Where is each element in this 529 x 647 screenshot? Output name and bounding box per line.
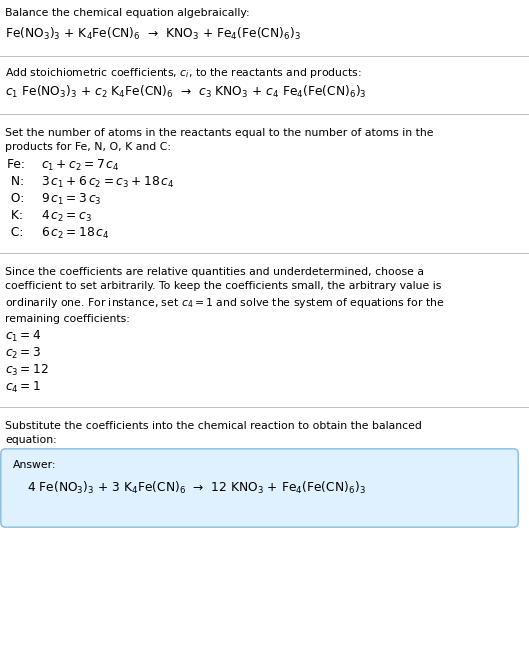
Text: Substitute the coefficients into the chemical reaction to obtain the balanced
eq: Substitute the coefficients into the che… (5, 421, 422, 445)
Text: $4\,c_2 = c_3$: $4\,c_2 = c_3$ (41, 209, 92, 224)
Text: Set the number of atoms in the reactants equal to the number of atoms in the
pro: Set the number of atoms in the reactants… (5, 128, 433, 152)
Text: $9\,c_1 = 3\,c_3$: $9\,c_1 = 3\,c_3$ (41, 192, 102, 207)
Text: $c_4 = 1$: $c_4 = 1$ (5, 380, 41, 395)
Text: Since the coefficients are relative quantities and underdetermined, choose a
coe: Since the coefficients are relative quan… (5, 267, 444, 324)
Text: K:: K: (7, 209, 31, 222)
Text: $c_1 + c_2 = 7\,c_4$: $c_1 + c_2 = 7\,c_4$ (41, 158, 120, 173)
Text: Fe:: Fe: (7, 158, 29, 171)
FancyBboxPatch shape (1, 449, 518, 527)
Text: O:: O: (7, 192, 32, 205)
Text: Answer:: Answer: (13, 460, 57, 470)
Text: Add stoichiometric coefficients, $c_i$, to the reactants and products:: Add stoichiometric coefficients, $c_i$, … (5, 66, 362, 80)
Text: Fe(NO$_3$)$_3$ + K$_4$Fe(CN)$_6$  →  KNO$_3$ + Fe$_4$(Fe(CN)$_6$)$_3$: Fe(NO$_3$)$_3$ + K$_4$Fe(CN)$_6$ → KNO$_… (5, 26, 301, 42)
Text: $c_1$ Fe(NO$_3$)$_3$ + $c_2$ K$_4$Fe(CN)$_6$  →  $c_3$ KNO$_3$ + $c_4$ Fe$_4$(Fe: $c_1$ Fe(NO$_3$)$_3$ + $c_2$ K$_4$Fe(CN)… (5, 84, 367, 100)
Text: C:: C: (7, 226, 31, 239)
Text: 4 Fe(NO$_3$)$_3$ + 3 K$_4$Fe(CN)$_6$  →  12 KNO$_3$ + Fe$_4$(Fe(CN)$_6$)$_3$: 4 Fe(NO$_3$)$_3$ + 3 K$_4$Fe(CN)$_6$ → 1… (27, 480, 366, 496)
Text: Balance the chemical equation algebraically:: Balance the chemical equation algebraica… (5, 8, 250, 18)
Text: N:: N: (7, 175, 32, 188)
Text: $c_3 = 12$: $c_3 = 12$ (5, 363, 49, 378)
Text: $c_2 = 3$: $c_2 = 3$ (5, 346, 41, 361)
Text: $c_1 = 4$: $c_1 = 4$ (5, 329, 42, 344)
Text: $3\,c_1 + 6\,c_2 = c_3 + 18\,c_4$: $3\,c_1 + 6\,c_2 = c_3 + 18\,c_4$ (41, 175, 175, 190)
Text: $6\,c_2 = 18\,c_4$: $6\,c_2 = 18\,c_4$ (41, 226, 110, 241)
